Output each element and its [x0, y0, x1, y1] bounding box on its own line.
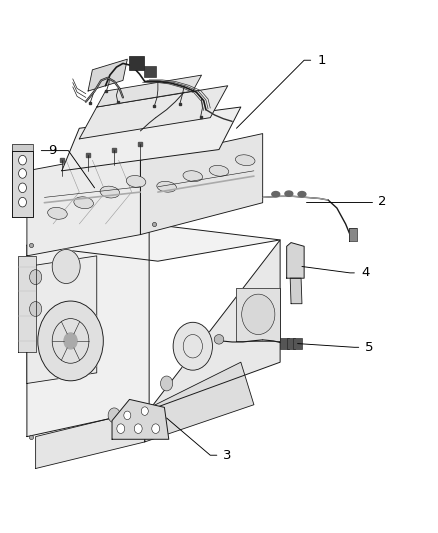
Circle shape [152, 424, 159, 433]
Circle shape [124, 411, 131, 419]
Polygon shape [88, 59, 127, 91]
FancyBboxPatch shape [280, 338, 289, 350]
Text: 3: 3 [223, 449, 232, 462]
Text: 5: 5 [365, 341, 374, 354]
Circle shape [134, 424, 142, 433]
Polygon shape [35, 410, 145, 469]
Polygon shape [27, 150, 141, 256]
Polygon shape [27, 224, 280, 261]
Ellipse shape [285, 191, 293, 196]
Polygon shape [145, 362, 254, 442]
Ellipse shape [48, 207, 67, 219]
Polygon shape [349, 228, 357, 241]
FancyBboxPatch shape [129, 56, 145, 70]
Ellipse shape [298, 191, 306, 197]
Circle shape [29, 302, 42, 317]
FancyBboxPatch shape [287, 338, 295, 350]
Circle shape [29, 270, 42, 285]
Ellipse shape [272, 191, 280, 197]
FancyBboxPatch shape [145, 66, 156, 77]
Circle shape [108, 408, 120, 423]
Polygon shape [237, 288, 280, 341]
Circle shape [52, 249, 80, 284]
Ellipse shape [126, 175, 146, 188]
Circle shape [117, 424, 125, 433]
Text: 1: 1 [318, 54, 326, 67]
Circle shape [242, 294, 275, 335]
Ellipse shape [214, 335, 224, 344]
Polygon shape [290, 278, 302, 304]
Circle shape [18, 156, 26, 165]
Polygon shape [141, 134, 263, 235]
Polygon shape [27, 224, 149, 437]
Polygon shape [12, 151, 33, 216]
Circle shape [38, 301, 103, 381]
Polygon shape [18, 256, 35, 352]
Ellipse shape [183, 171, 203, 182]
Polygon shape [79, 86, 228, 139]
Ellipse shape [235, 155, 255, 166]
Ellipse shape [209, 165, 229, 176]
Ellipse shape [157, 181, 177, 192]
Polygon shape [12, 144, 33, 151]
Text: 2: 2 [378, 195, 387, 208]
FancyBboxPatch shape [293, 338, 301, 350]
Circle shape [64, 333, 77, 349]
Polygon shape [27, 256, 97, 383]
Circle shape [141, 407, 148, 415]
Text: 9: 9 [48, 144, 57, 157]
Polygon shape [287, 243, 304, 278]
Polygon shape [149, 240, 280, 410]
Circle shape [18, 197, 26, 207]
Circle shape [173, 322, 212, 370]
Circle shape [18, 168, 26, 178]
Polygon shape [97, 75, 201, 107]
Polygon shape [62, 107, 241, 171]
Circle shape [18, 183, 26, 192]
Text: 4: 4 [361, 266, 369, 279]
Polygon shape [112, 399, 169, 439]
Ellipse shape [100, 186, 120, 198]
Circle shape [160, 376, 173, 391]
Ellipse shape [74, 197, 93, 208]
